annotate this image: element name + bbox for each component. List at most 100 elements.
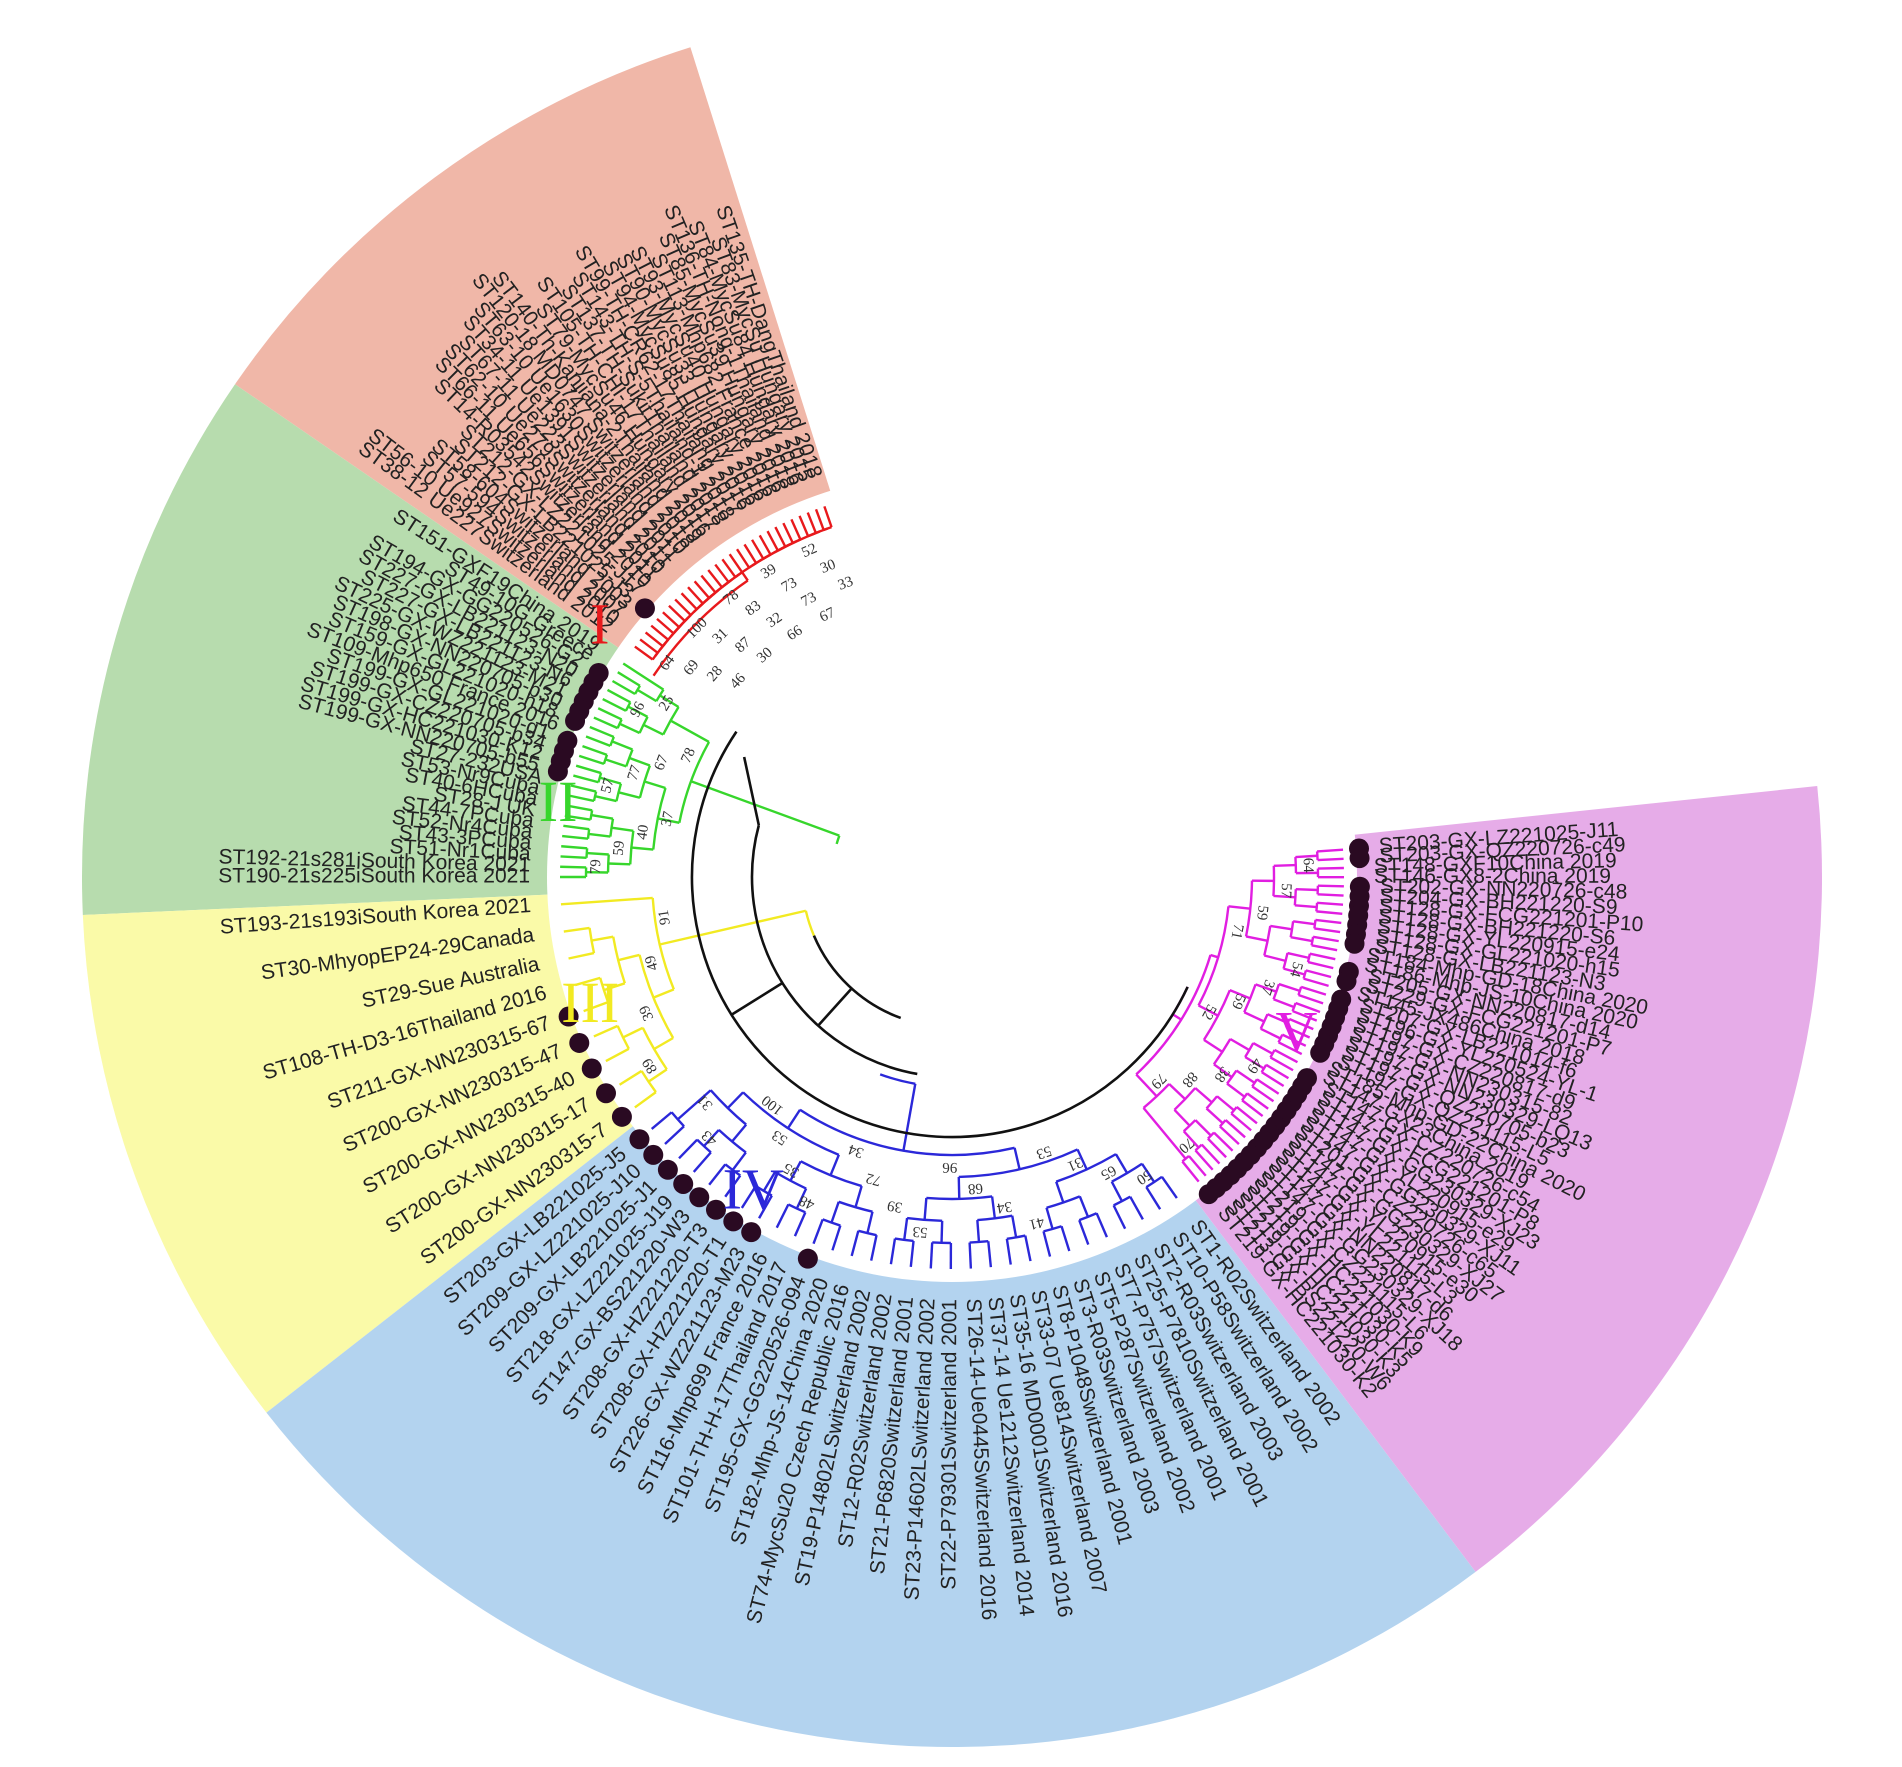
backbone-spur [742, 756, 761, 826]
branch-line [574, 976, 601, 987]
branch-line [812, 1218, 824, 1245]
clade-numeral: V [1275, 999, 1317, 1064]
branch-line [593, 716, 619, 730]
branch-line [593, 1024, 619, 1038]
sample-marker-dot [634, 598, 655, 619]
tip-label: ST148-GXF10China 2019 [1374, 849, 1617, 878]
branch-line [693, 580, 710, 599]
branch-line [639, 638, 659, 654]
branch-line [605, 1047, 630, 1063]
bootstrap-label: 53 [1034, 1142, 1053, 1162]
branch-line [1216, 1095, 1235, 1112]
branch-line [1200, 1143, 1221, 1165]
branch-line [692, 1151, 712, 1173]
branch-line [1274, 1048, 1299, 1064]
branch-line [798, 515, 810, 537]
clade-stem-arc [879, 1073, 916, 1085]
bootstrap-label: 48 [797, 1192, 817, 1213]
branch-line [1229, 989, 1251, 1000]
branch-line [850, 1230, 860, 1257]
bootstrap-label: 96 [627, 699, 648, 720]
branch-line [617, 671, 641, 687]
branch-line [790, 518, 802, 540]
branch-line [582, 745, 608, 756]
branch-line [1181, 1160, 1200, 1183]
branch-line [1303, 977, 1329, 988]
branch-line [674, 598, 692, 616]
branch-line [622, 662, 665, 691]
bootstrap-label: 72 [864, 1169, 883, 1188]
branch-line [561, 845, 588, 850]
branch-line [1309, 952, 1336, 961]
branch-line [1317, 866, 1344, 870]
branch-line [1273, 998, 1295, 1009]
bootstrap-label: 54 [1286, 960, 1305, 979]
branch-line [622, 1026, 644, 1039]
bootstrap-label: 33 [836, 574, 856, 594]
bootstrap-label: 65 [1098, 1162, 1119, 1183]
branch-line [678, 1138, 698, 1160]
branch-line [870, 1234, 878, 1261]
branch-line [724, 1174, 742, 1198]
branch-line [1013, 1147, 1021, 1170]
branch-line [588, 832, 611, 838]
center-white-disc [547, 472, 1357, 1282]
branch-line [1285, 1025, 1311, 1039]
branch-line [830, 1201, 840, 1223]
bootstrap-label: 73 [779, 575, 800, 596]
branch-line [631, 846, 654, 851]
branch-line [929, 1242, 934, 1269]
branch-line [1197, 1004, 1219, 1017]
bootstrap-label: 30 [818, 557, 838, 577]
branch-line [1207, 1137, 1227, 1159]
branch-line [585, 735, 611, 747]
branch-line [586, 851, 609, 856]
tip-label: ST22-P79301Switzerland 2001 [937, 1299, 961, 1590]
branch-line [854, 1185, 863, 1208]
branch-line [1011, 1215, 1018, 1238]
branch-line [668, 604, 686, 622]
branch-line [1114, 1153, 1129, 1174]
branch-line [866, 1211, 874, 1234]
clade-stem [1172, 1013, 1182, 1021]
branch-line [1273, 863, 1296, 868]
branch-line [1235, 1069, 1256, 1084]
branch-line [1266, 1013, 1289, 1025]
branch-line [1251, 1085, 1275, 1103]
branch-line [726, 1091, 744, 1109]
branch-line [1060, 1225, 1071, 1252]
branch-line [976, 1219, 981, 1243]
branch-line [1246, 1092, 1269, 1110]
bootstrap-label: 41 [1027, 1213, 1045, 1232]
bootstrap-label: 39 [886, 1197, 904, 1215]
branch-line [1228, 905, 1251, 910]
branch-line [1042, 1231, 1052, 1257]
branch-line [560, 865, 587, 869]
branch-line [563, 926, 590, 933]
branch-line [1230, 1112, 1252, 1132]
branch-line [831, 1225, 842, 1251]
backbone-arc-inner [750, 824, 918, 1076]
branch-line [766, 530, 779, 552]
branch-line [731, 1123, 748, 1143]
branch-line [700, 574, 717, 594]
branch-line [1312, 935, 1339, 943]
branch-line [968, 1242, 973, 1269]
clade-stem [741, 571, 749, 582]
branch-line [1226, 1082, 1246, 1098]
branch-line [568, 794, 595, 803]
sample-marker-dot [558, 1006, 579, 1027]
bootstrap-label: 39 [637, 1003, 658, 1023]
bootstrap-label: 37 [659, 809, 678, 827]
bootstrap-label: 40 [634, 824, 652, 841]
branch-line [762, 1171, 777, 1192]
branch-line [823, 505, 833, 528]
branch-line [563, 824, 590, 831]
branch-line [786, 1109, 801, 1129]
backbone-link [730, 981, 784, 1016]
branch-line [573, 774, 599, 784]
clade-stem [902, 1083, 917, 1151]
bootstrap-label: 77 [625, 763, 645, 783]
branch-line [1160, 1176, 1178, 1199]
